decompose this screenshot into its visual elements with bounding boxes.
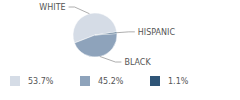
- svg-text:HISPANIC: HISPANIC: [138, 28, 176, 37]
- svg-text:WHITE: WHITE: [39, 3, 65, 12]
- html-text:45.2%: 45.2%: [98, 76, 124, 86]
- html-text:53.7%: 53.7%: [28, 76, 54, 86]
- html-text:1.1%: 1.1%: [168, 76, 189, 86]
- svg-text:BLACK: BLACK: [124, 58, 151, 67]
